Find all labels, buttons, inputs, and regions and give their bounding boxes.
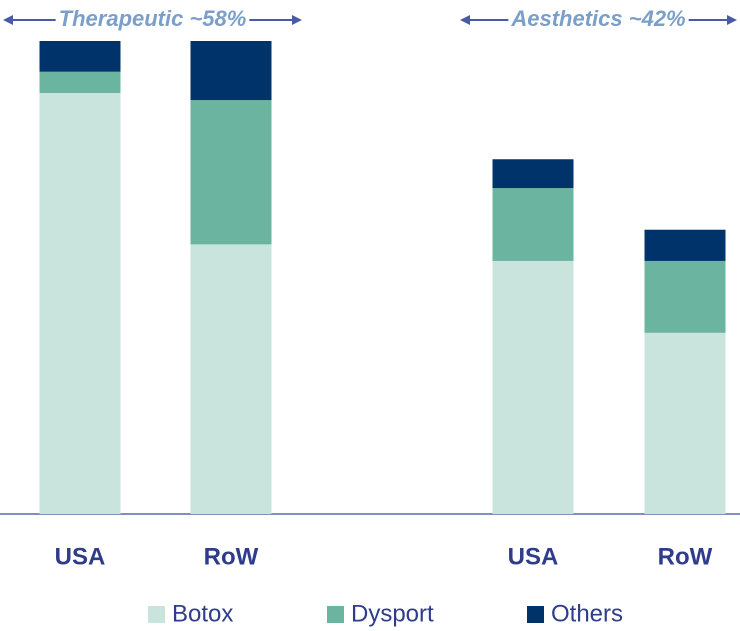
bar-segment (644, 260, 726, 333)
bar-segment (39, 71, 121, 94)
bar-segment (492, 260, 574, 514)
x-tick-label: RoW (204, 543, 259, 570)
legend-swatch (527, 606, 544, 623)
bar-segment (190, 244, 272, 514)
bar-segment (644, 332, 726, 514)
bar-segment (39, 41, 121, 72)
legend-swatch (148, 606, 165, 623)
bar-segment (190, 100, 272, 245)
bar-segment (492, 159, 574, 189)
group-label: Therapeutic ~58% (59, 6, 247, 31)
bar-segment (644, 229, 726, 261)
legend-swatch (327, 606, 344, 623)
group-label: Aesthetics ~42% (510, 6, 685, 31)
x-tick-label: USA (55, 543, 106, 570)
legend-label: Others (551, 600, 623, 627)
x-tick-label: USA (508, 543, 559, 570)
bar-segment (39, 93, 121, 514)
bar-segment (492, 188, 574, 261)
legend-label: Botox (172, 600, 233, 627)
legend-label: Dysport (351, 600, 434, 627)
bar-segment (190, 41, 272, 101)
x-tick-label: RoW (658, 543, 713, 570)
